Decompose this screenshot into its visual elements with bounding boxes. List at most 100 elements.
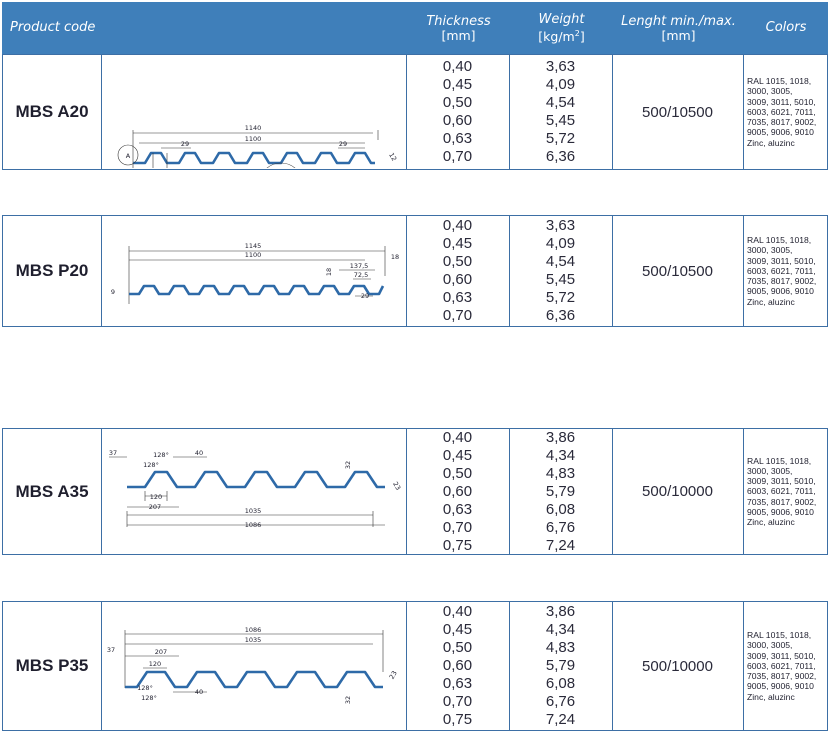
weight-value: 4,83: [545, 639, 576, 656]
weight-value: 7,24: [545, 711, 576, 728]
weight-value: 4,54: [545, 253, 576, 270]
weight-value: 3,86: [545, 603, 576, 620]
weight-values: 3,86 4,34 4,83 5,79 6,08 6,76 7,24: [509, 602, 612, 730]
thickness-value: 0,45: [442, 446, 473, 464]
color-line: RAL 1015, 1018,: [747, 76, 812, 87]
detail-circle-a: [117, 144, 139, 166]
header-product-code-label: Product code: [10, 20, 96, 35]
dim-overlap: 37: [109, 449, 117, 457]
color-line: Zinc, aluzinc: [747, 691, 795, 702]
color-line: 6003, 6021, 7011,: [747, 486, 816, 497]
weight-value: 3,63: [545, 217, 576, 234]
header-weight-unit: [kg/m2]: [538, 27, 584, 43]
dim-rib: 40: [195, 449, 203, 457]
profile-line: [125, 670, 383, 689]
column-divider: [101, 429, 102, 554]
thickness-value: 0,40: [442, 217, 473, 234]
thickness-value: 0,60: [442, 271, 473, 288]
weight-value: 3,63: [545, 58, 576, 75]
color-line: 3009, 3011, 5010,: [747, 255, 816, 266]
thickness-value: 0,63: [442, 500, 473, 518]
color-line: 9005, 9006, 9010: [747, 506, 814, 517]
header-colors-label: Colors: [765, 20, 807, 35]
color-line: 9005, 9006, 9010: [747, 127, 814, 138]
thickness-values: 0,40 0,45 0,50 0,60 0,63 0,70 0,75: [406, 429, 509, 554]
colors-list: RAL 1015, 1018, 3000, 3005, 3009, 3011, 50…: [743, 429, 827, 554]
profile-drawing: 1086 1035 207 120 37 23 128° 128° 40 32: [103, 602, 408, 730]
detail-circle: [266, 162, 296, 168]
header-length-unit: [mm]: [661, 27, 696, 43]
column-divider: [509, 216, 510, 326]
weight-value: 4,34: [545, 621, 576, 638]
colors-list: RAL 1015, 1018, 3000, 3005, 3009, 3011, 50…: [743, 216, 827, 326]
column-divider: [406, 55, 407, 169]
color-line: 3000, 3005,: [747, 640, 793, 651]
weight-value: 5,72: [545, 289, 576, 306]
profile-diagram: 1140110029291272,5137,5481872,5A2: [117, 124, 398, 168]
dim-width-total: 1086: [245, 626, 262, 634]
dim-angle-side: 128°: [137, 684, 153, 692]
header-colors: Colors: [744, 2, 828, 54]
thickness-value: 0,60: [442, 112, 473, 129]
weight-value: 4,83: [545, 464, 576, 482]
dim-edge: 23: [388, 669, 399, 680]
color-line: 3009, 3011, 5010,: [747, 650, 816, 661]
color-line: Zinc, aluzinc: [747, 137, 795, 148]
dim-pitch-small: 72,5: [354, 271, 368, 279]
dim-width-cover: 1035: [245, 507, 262, 515]
dim-width-total: 1140: [245, 124, 262, 132]
column-divider: [101, 602, 102, 730]
column-divider: [612, 602, 613, 730]
color-line: 7035, 8017, 9002,: [747, 496, 817, 507]
thickness-values: 0,40 0,45 0,50 0,60 0,63 0,70: [406, 55, 509, 169]
length-value: 500/10500: [642, 103, 713, 121]
color-line: 3000, 3005,: [747, 465, 793, 476]
column-divider: [612, 429, 613, 554]
profile-line: [129, 284, 385, 296]
column-divider: [406, 216, 407, 326]
column-divider: [743, 216, 744, 326]
dim-pitch-right: 72,5: [336, 167, 350, 168]
dim-rib-width: 120: [150, 493, 162, 501]
dim-rib-right: 29: [339, 140, 347, 148]
weight-value: 6,08: [545, 675, 576, 692]
dim-angle-top: 128°: [153, 451, 169, 459]
thickness-value: 0,50: [442, 94, 473, 111]
color-line: 3000, 3005,: [747, 86, 793, 97]
color-line: RAL 1015, 1018,: [747, 630, 812, 641]
weight-value: 4,54: [545, 94, 576, 111]
dim-rib-left: 29: [181, 140, 189, 148]
detail-label-a: A: [126, 152, 131, 160]
thickness-value: 0,50: [442, 639, 473, 656]
header-length: Lenght min./max. [mm]: [613, 2, 744, 54]
length-value: 500/10500: [642, 262, 713, 280]
column-divider: [612, 216, 613, 326]
product-row: MBS P20 1145 1100 18 18 137,5 72,5 29 9 0,40 0,45 0…: [2, 215, 828, 327]
color-line: Zinc, aluzinc: [747, 517, 795, 527]
thickness-value: 0,50: [442, 253, 473, 270]
color-line: 6003, 6021, 7011,: [747, 265, 816, 276]
color-line: Zinc, aluzinc: [747, 296, 795, 307]
thickness-value: 0,40: [442, 58, 473, 75]
thickness-value: 0,45: [442, 235, 473, 252]
weight-values: 3,63 4,09 4,54 5,45 5,72 6,36: [509, 216, 612, 326]
thickness-value: 0,70: [442, 693, 473, 710]
dim-height: 32: [344, 696, 352, 704]
weight-value: 4,09: [545, 76, 576, 93]
column-divider: [509, 429, 510, 554]
product-code: MBS P20: [15, 261, 89, 280]
colors-list: RAL 1015, 1018, 3000, 3005, 3009, 3011, 50…: [743, 602, 827, 730]
column-divider: [743, 602, 744, 730]
profile-drawing: 37 128° 128° 40 32 23 120 207 1035 1086: [103, 429, 408, 554]
dim-pitch: 137,5: [350, 262, 369, 270]
dim-overlap: 9: [111, 288, 115, 296]
dim-width-cover: 1100: [245, 251, 262, 259]
header-thickness-unit: [mm]: [441, 27, 476, 43]
dim-width-cover: 1035: [245, 636, 262, 644]
color-line: 9005, 9006, 9010: [747, 286, 814, 297]
length-value: 500/10000: [642, 483, 713, 500]
weight-value: 5,79: [545, 482, 576, 500]
weight-value: 5,45: [545, 112, 576, 129]
dim-width-cover: 1100: [245, 135, 262, 143]
thickness-value: 0,40: [442, 603, 473, 620]
